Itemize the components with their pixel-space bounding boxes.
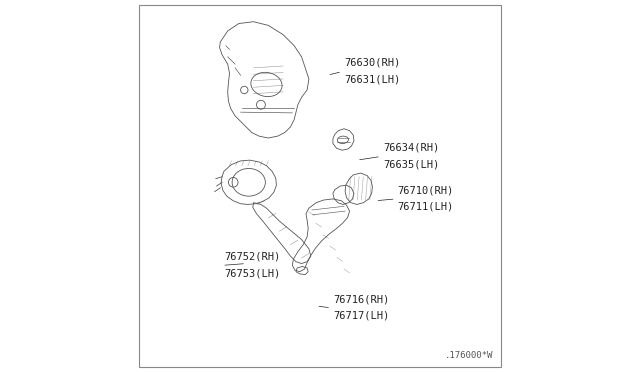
Text: 76634(RH): 76634(RH) [383, 143, 439, 153]
Text: 76753(LH): 76753(LH) [224, 268, 280, 278]
Text: 76630(RH): 76630(RH) [344, 58, 400, 68]
Text: 76752(RH): 76752(RH) [224, 252, 280, 262]
Text: 76710(RH): 76710(RH) [397, 185, 454, 195]
Text: 76631(LH): 76631(LH) [344, 74, 400, 84]
Text: .176000*W: .176000*W [445, 350, 493, 359]
Text: 76711(LH): 76711(LH) [397, 202, 454, 212]
Text: 76717(LH): 76717(LH) [333, 311, 389, 321]
Text: 76635(LH): 76635(LH) [383, 159, 439, 169]
Text: 76716(RH): 76716(RH) [333, 294, 389, 304]
